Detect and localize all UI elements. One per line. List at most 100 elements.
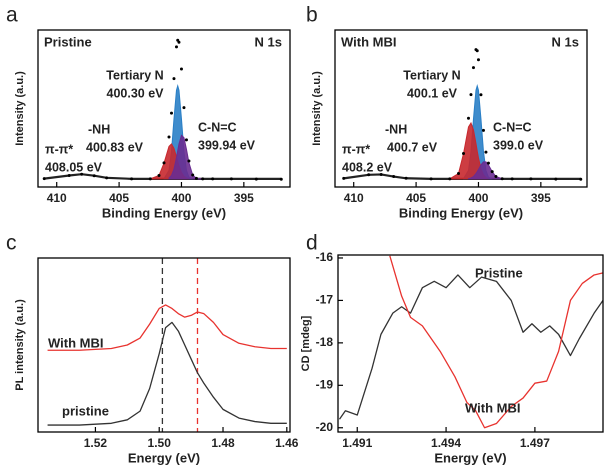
y-tick-label: -16 [316,250,334,264]
series-label: With MBI [48,335,103,350]
y-tick-label: -20 [316,420,334,434]
peak-energy: 408.2 eV [342,160,393,174]
envelope-point [471,66,475,70]
envelope-point [169,111,173,115]
x-tick-label: 400 [171,191,191,205]
envelope-point [484,150,488,154]
envelope-point [490,170,494,174]
series-line [47,321,287,426]
peak-name: π-π* [342,142,370,156]
peak-name: -NH [385,122,407,136]
envelope-point [448,177,452,181]
panel-letter: b [306,4,318,27]
peak-name: π-π* [45,142,73,156]
peak-name: Tertiary N [106,68,163,82]
envelope-point [529,177,533,181]
envelope-point [475,49,479,53]
peak-name: C-N=C [198,120,237,134]
envelope-point [172,77,176,81]
peak-energy: 400.83 eV [86,140,144,154]
x-axis-label: Binding Energy (eV) [399,205,523,220]
core-level: N 1s [552,34,579,49]
x-tick-label: 400 [468,191,488,205]
y-tick-label: -19 [316,377,334,391]
x-axis-label: Energy (eV) [128,450,200,465]
envelope-point [187,159,191,163]
peak-energy: 400.30 eV [107,86,165,100]
envelope-point [167,135,171,139]
x-tick-label: 410 [47,191,67,205]
envelope-point [179,67,183,71]
x-tick-label: 1.52 [84,436,108,450]
envelope-point [211,177,215,181]
envelope-point [481,128,485,132]
peak-energy: 400.7 eV [387,140,438,154]
x-tick-label: 1.497 [520,436,550,450]
plot-frame [337,254,604,433]
panel-letter: c [6,232,17,255]
x-tick-label: 1.50 [148,436,172,450]
peak-component [168,134,203,180]
envelope-point [479,93,483,97]
series-line [389,255,604,429]
envelope-point [404,176,408,180]
envelope-point [379,172,383,176]
envelope-point [466,116,470,120]
envelope-point [254,177,258,181]
panel-letter: d [306,232,318,255]
x-tick-label: 395 [234,191,254,205]
envelope-point [162,161,166,165]
envelope-point [177,40,181,44]
panel-title: Pristine [44,34,92,49]
series-label: Pristine [475,265,523,280]
envelope-point [182,106,186,110]
envelope-point [105,176,109,180]
core-level: N 1s [255,34,282,49]
peak-name: Tertiary N [403,68,460,82]
x-tick-label: 1.494 [431,436,461,450]
envelope-point [42,177,46,181]
y-axis-label: Intensity (a.u.) [14,71,26,146]
x-tick-label: 405 [406,191,426,205]
envelope-point [457,172,461,176]
peak-name: -NH [88,122,110,136]
plot-frame [334,29,588,188]
peak-energy: 399.0 eV [493,138,544,152]
envelope-point [92,174,96,178]
x-axis-label: Energy (eV) [434,450,506,465]
x-tick-label: 1.48 [211,436,235,450]
envelope-point [469,93,473,97]
envelope-point [392,175,396,179]
y-axis-label: Intensity (a.u.) [311,71,323,146]
envelope-point [130,177,134,181]
envelope-point [494,175,498,179]
envelope-point [554,177,558,181]
peak-energy: 400.1 eV [407,86,458,100]
envelope-point [510,177,514,181]
x-tick-label: 405 [109,191,129,205]
x-tick-label: 395 [531,191,551,205]
envelope-point [191,173,195,177]
series-label: With MBI [465,400,520,415]
peak-energy: 399.94 eV [198,138,256,152]
envelope-point [201,177,205,181]
envelope-point [148,177,152,181]
y-tick-label: -18 [316,335,334,349]
peak-energy: 408.05 eV [45,160,103,174]
series-line [47,304,287,351]
x-tick-label: 1.46 [275,436,299,450]
envelope-point [429,177,433,181]
y-axis-label: CD [mdeg] [300,315,312,371]
envelope-point [194,176,198,180]
envelope-point [157,173,161,177]
x-axis-label: Binding Energy (eV) [102,205,226,220]
x-tick-label: 410 [344,191,364,205]
envelope-point [476,58,480,62]
envelope-point [367,173,371,177]
envelope-point [486,161,490,165]
envelope-point [342,176,346,180]
envelope-point [174,45,178,49]
envelope-point [279,177,283,181]
peak-name: C-N=C [493,120,532,134]
